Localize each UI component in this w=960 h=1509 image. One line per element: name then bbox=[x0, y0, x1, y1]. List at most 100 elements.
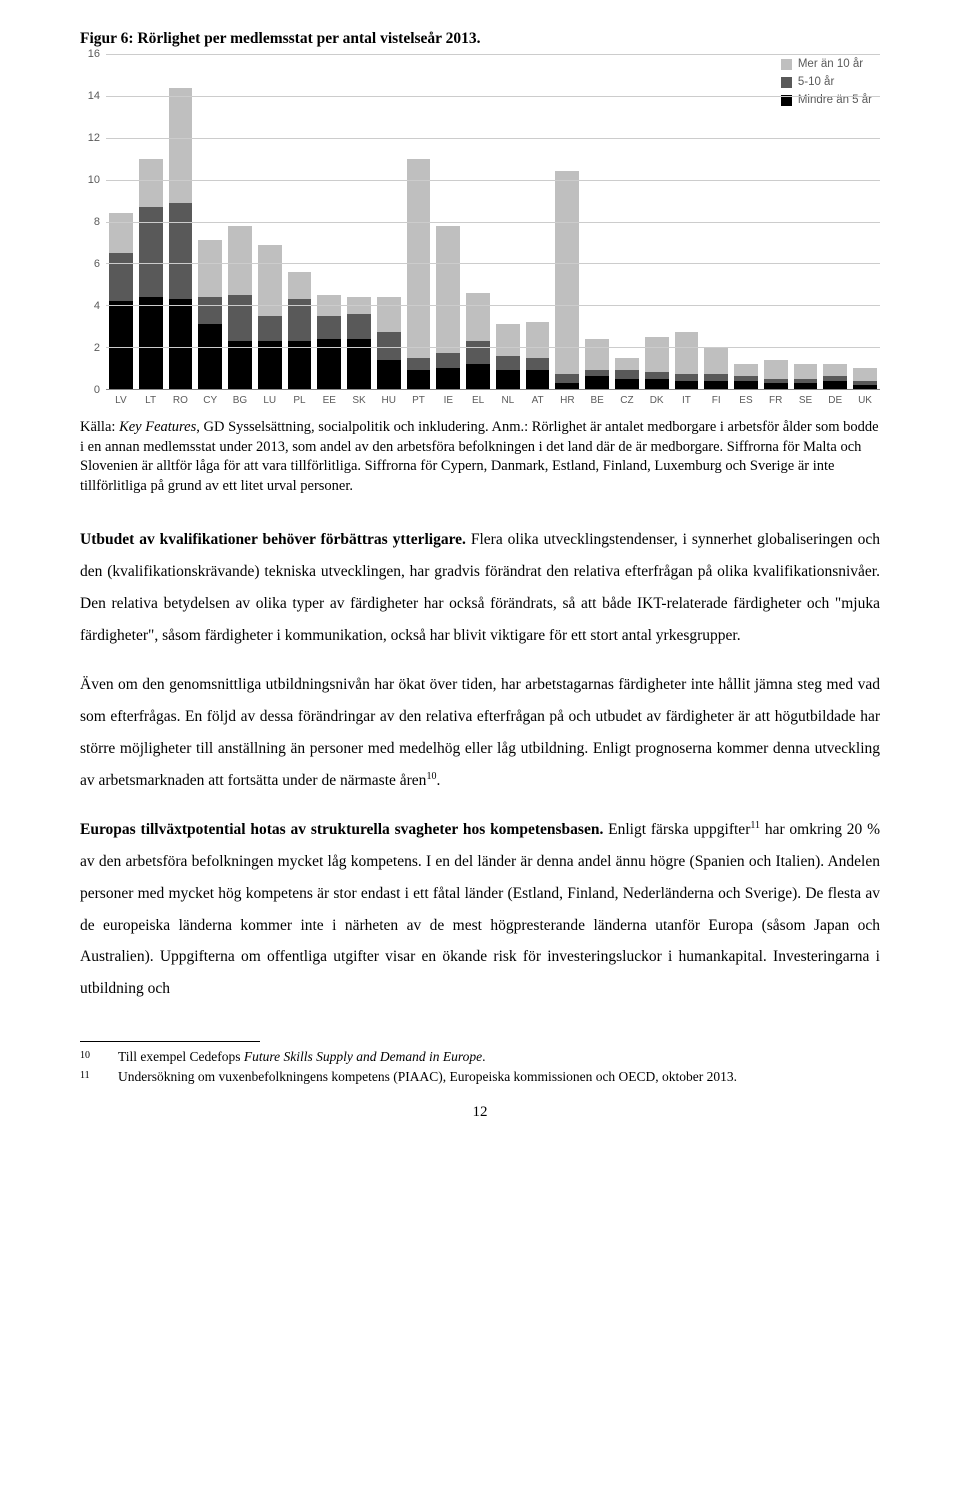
x-tick-label: SE bbox=[794, 392, 818, 414]
footnote-text: Undersökning om vuxenbefolkningens kompe… bbox=[118, 1068, 880, 1086]
body-paragraph-2: Även om den genomsnittliga utbildningsni… bbox=[80, 669, 880, 796]
bar-segment bbox=[496, 324, 520, 355]
plot-area: Mer än 10 år5-10 årMindre än 5 år bbox=[106, 54, 880, 390]
footnote: 11Undersökning om vuxenbefolkningens kom… bbox=[80, 1068, 880, 1086]
x-tick-label: EE bbox=[317, 392, 341, 414]
bar-segment bbox=[526, 370, 550, 389]
bar-segment bbox=[853, 368, 877, 381]
legend-item: Mer än 10 år bbox=[781, 58, 872, 70]
bar-segment bbox=[407, 358, 431, 371]
bar-segment bbox=[794, 364, 818, 379]
bar-segment bbox=[734, 364, 758, 377]
x-tick-label: UK bbox=[853, 392, 877, 414]
bar-segment bbox=[734, 381, 758, 389]
bar-segment bbox=[228, 295, 252, 341]
x-tick-label: PT bbox=[407, 392, 431, 414]
bar-segment bbox=[109, 253, 133, 301]
y-tick-label: 12 bbox=[88, 132, 100, 144]
footnote: 10Till exempel Cedefops Future Skills Su… bbox=[80, 1048, 880, 1066]
bar-segment bbox=[436, 353, 460, 368]
footnotes-separator bbox=[80, 1041, 260, 1042]
bar-segment bbox=[526, 358, 550, 371]
bar-segment bbox=[466, 364, 490, 389]
x-tick-label: PL bbox=[288, 392, 312, 414]
x-tick-label: FI bbox=[704, 392, 728, 414]
bar-segment bbox=[198, 240, 222, 297]
x-tick-label: LT bbox=[139, 392, 163, 414]
bar-segment bbox=[615, 379, 639, 389]
bar-segment bbox=[645, 379, 669, 389]
legend-label: Mer än 10 år bbox=[798, 58, 863, 70]
bar-segment bbox=[675, 381, 699, 389]
body-paragraph-3: Europas tillväxtpotential hotas av struk… bbox=[80, 814, 880, 1005]
legend-item: 5-10 år bbox=[781, 76, 872, 88]
bar-segment bbox=[466, 341, 490, 364]
source-italic: Key Features bbox=[119, 419, 196, 435]
bar-segment bbox=[526, 322, 550, 358]
para3-part1: Enligt färska uppgifter bbox=[603, 821, 750, 838]
x-tick-label: ES bbox=[734, 392, 758, 414]
x-tick-label: AT bbox=[526, 392, 550, 414]
bar-segment bbox=[139, 159, 163, 207]
x-tick-label: LV bbox=[109, 392, 133, 414]
bar-segment bbox=[555, 383, 579, 389]
bar-segment bbox=[496, 356, 520, 371]
page-number: 12 bbox=[80, 1104, 880, 1121]
bar-segment bbox=[675, 332, 699, 374]
y-tick-label: 0 bbox=[94, 384, 100, 396]
x-tick-label: LU bbox=[258, 392, 282, 414]
figure-title: Figur 6: Rörlighet per medlemsstat per a… bbox=[80, 30, 880, 48]
x-tick-label: CY bbox=[198, 392, 222, 414]
x-tick-label: CZ bbox=[615, 392, 639, 414]
source-rest: , GD Sysselsättning, socialpolitik och i… bbox=[80, 419, 879, 494]
bar-segment bbox=[347, 314, 371, 339]
chart-legend: Mer än 10 år5-10 årMindre än 5 år bbox=[781, 58, 872, 112]
legend-swatch bbox=[781, 77, 792, 88]
bar-segment bbox=[853, 385, 877, 389]
bar-segment bbox=[109, 213, 133, 253]
x-tick-label: BG bbox=[228, 392, 252, 414]
bar-segment bbox=[377, 332, 401, 359]
footnote-ref-11: 11 bbox=[750, 820, 760, 831]
x-tick-label: DK bbox=[645, 392, 669, 414]
para3-bold: Europas tillväxtpotential hotas av struk… bbox=[80, 821, 603, 838]
bar-segment bbox=[555, 374, 579, 382]
x-tick-label: RO bbox=[169, 392, 193, 414]
bar-segment bbox=[407, 159, 431, 358]
bar-segment bbox=[466, 293, 490, 341]
para1-bold: Utbudet av kvalifikationer behöver förbä… bbox=[80, 531, 466, 548]
legend-swatch bbox=[781, 59, 792, 70]
bar-segment bbox=[109, 301, 133, 389]
bar-segment bbox=[615, 370, 639, 378]
bar-segment bbox=[169, 88, 193, 203]
y-tick-label: 4 bbox=[94, 300, 100, 312]
bar-segment bbox=[169, 299, 193, 389]
bar-segment bbox=[169, 203, 193, 299]
para2-text: Även om den genomsnittliga utbildningsni… bbox=[80, 676, 880, 788]
para3-part2: har omkring 20 % av den arbetsföra befol… bbox=[80, 821, 880, 997]
bar-segment bbox=[823, 364, 847, 377]
bar-segment bbox=[496, 370, 520, 389]
y-tick-label: 2 bbox=[94, 342, 100, 354]
y-tick-label: 10 bbox=[88, 174, 100, 186]
footnote-number: 10 bbox=[80, 1048, 118, 1066]
x-tick-label: IE bbox=[436, 392, 460, 414]
bar-segment bbox=[555, 171, 579, 374]
x-tick-label: DE bbox=[823, 392, 847, 414]
bar-segment bbox=[794, 383, 818, 389]
bar-segment bbox=[228, 226, 252, 295]
bar-segment bbox=[704, 347, 728, 374]
para2-end: . bbox=[436, 772, 440, 789]
body-paragraph-1: Utbudet av kvalifikationer behöver förbä… bbox=[80, 524, 880, 651]
bar-segment bbox=[377, 297, 401, 333]
bar-segment bbox=[139, 207, 163, 297]
bar-segment bbox=[704, 381, 728, 389]
bar-segment bbox=[377, 360, 401, 389]
bar-segment bbox=[615, 358, 639, 371]
bar-segment bbox=[823, 381, 847, 389]
bar-chart: 0246810121416 Mer än 10 år5-10 årMindre … bbox=[80, 54, 880, 414]
x-tick-label: BE bbox=[585, 392, 609, 414]
y-axis: 0246810121416 bbox=[80, 54, 104, 390]
x-tick-label: NL bbox=[496, 392, 520, 414]
bar-segment bbox=[436, 226, 460, 354]
